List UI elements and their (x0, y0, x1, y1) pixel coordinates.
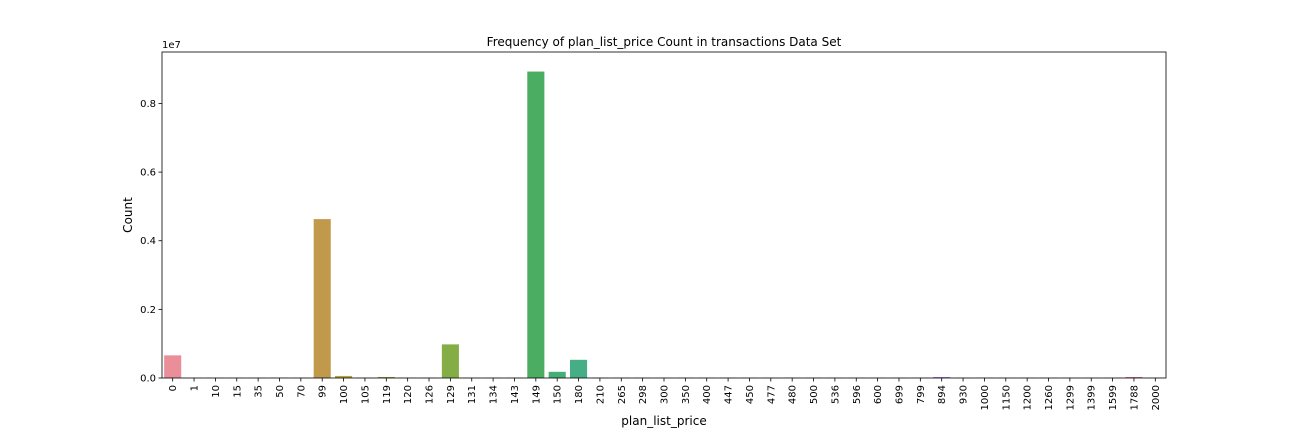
x-tick-label: 131 (467, 385, 478, 404)
y-tick-label: 0.4 (140, 236, 156, 247)
x-tick-label: 699 (894, 385, 905, 404)
y-tick-label: 0.2 (140, 305, 156, 316)
bar (164, 355, 182, 378)
bar (1125, 376, 1143, 378)
bar (527, 71, 545, 378)
x-tick-label: 50 (275, 385, 286, 398)
x-tick-label: 930 (959, 385, 970, 404)
x-tick-label: 450 (745, 385, 756, 404)
x-tick-label: 129 (446, 385, 457, 404)
x-tick-label: 1 (190, 385, 201, 391)
bar (933, 376, 951, 378)
x-tick-label: 210 (595, 385, 606, 404)
x-tick-label: 400 (702, 385, 713, 404)
x-tick-label: 134 (489, 385, 500, 404)
plot-frame (161, 51, 1167, 379)
x-tick-label: 99 (318, 385, 329, 398)
bar (313, 219, 331, 378)
bars (164, 71, 1164, 378)
x-tick-label: 265 (617, 385, 628, 404)
x-tick-label: 1399 (1087, 385, 1098, 410)
y-tick-label: 0.8 (140, 99, 156, 110)
bar (441, 344, 459, 378)
x-tick-label: 0 (168, 385, 179, 391)
x-tick-label: 480 (788, 385, 799, 404)
x-tick-label: 350 (681, 385, 692, 404)
y-offset-label: 1e7 (162, 40, 181, 51)
x-tick-label: 143 (510, 385, 521, 404)
bar (335, 375, 353, 378)
x-tick-label: 600 (873, 385, 884, 404)
x-tick-label: 300 (660, 385, 671, 404)
x-tick-label: 447 (724, 385, 735, 404)
x-tick-label: 2000 (1151, 385, 1162, 410)
x-tick-label: 100 (339, 385, 350, 404)
x-tick-label: 119 (382, 385, 393, 404)
bar (377, 376, 395, 378)
x-tick-label: 35 (254, 385, 265, 398)
x-axis-ticks: 0 1 10 15 35 50 70 99 100 105 119 120 126 129 131 134 14… (168, 378, 1162, 410)
x-tick-label: 120 (403, 385, 414, 404)
x-tick-label: 105 (360, 385, 371, 404)
y-axis-label: Count (121, 197, 135, 233)
x-tick-label: 1200 (1023, 385, 1034, 410)
x-tick-label: 10 (211, 385, 222, 398)
x-tick-label: 1788 (1129, 385, 1140, 410)
x-tick-label: 596 (852, 385, 863, 404)
x-tick-label: 1260 (1044, 385, 1055, 410)
x-tick-label: 150 (553, 385, 564, 404)
x-tick-label: 894 (937, 385, 948, 404)
chart-title: Frequency of plan_list_price Count in tr… (487, 35, 842, 49)
x-tick-label: 180 (574, 385, 585, 404)
x-tick-label: 298 (638, 385, 649, 404)
x-tick-label: 1599 (1108, 385, 1119, 410)
x-tick-label: 500 (809, 385, 820, 404)
x-tick-label: 149 (531, 385, 542, 404)
y-tick-label: 0.6 (140, 168, 156, 179)
y-axis-ticks: 0.0 0.2 0.4 0.6 0.8 (140, 99, 162, 385)
y-tick-label: 0.0 (140, 374, 156, 385)
x-tick-label: 1000 (980, 385, 991, 410)
x-tick-label: 1150 (1001, 385, 1012, 410)
x-tick-label: 799 (916, 385, 927, 404)
bar (570, 359, 588, 378)
x-tick-label: 15 (232, 385, 243, 398)
bar (548, 371, 566, 378)
x-tick-label: 70 (296, 385, 307, 398)
x-tick-label: 1299 (1065, 385, 1076, 410)
x-tick-label: 477 (766, 385, 777, 404)
x-tick-label: 126 (425, 385, 436, 404)
x-axis-label: plan_list_price (621, 414, 706, 428)
x-tick-label: 536 (830, 385, 841, 404)
